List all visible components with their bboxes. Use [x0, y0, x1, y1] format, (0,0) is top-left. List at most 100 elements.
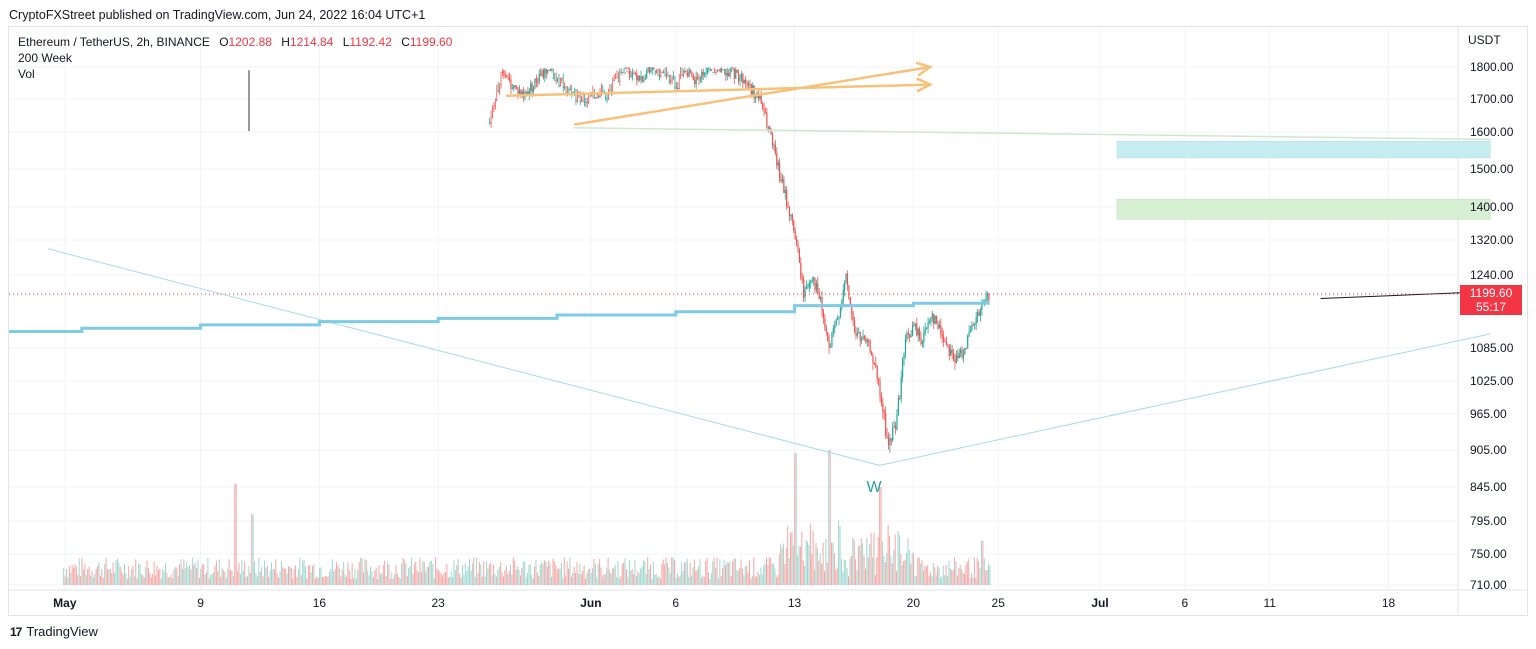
candle-body [674, 87, 676, 89]
volume-bar [510, 564, 512, 585]
volume-bar [64, 576, 66, 585]
triangle-upper-line [573, 65, 931, 126]
candle-body [968, 331, 970, 336]
legend-indicator-volume[interactable]: Vol [18, 67, 35, 81]
volume-bar [835, 569, 837, 585]
price-tick-label: 1025.00 [1470, 374, 1514, 388]
candle-body [849, 297, 851, 305]
volume-bar [536, 572, 538, 585]
candle-body [952, 352, 955, 360]
volume-bar [556, 569, 558, 585]
candle-body [620, 71, 622, 73]
volume-bar [512, 557, 514, 585]
volume-bar [282, 567, 284, 585]
volume-bar [470, 570, 472, 585]
volume-bar [948, 560, 950, 585]
volume-bar [106, 569, 108, 585]
candle-body [552, 78, 554, 80]
volume-bar [543, 560, 545, 585]
volume-bar [710, 572, 712, 585]
supply-zone-lower [1116, 199, 1491, 220]
volume-bar [490, 562, 492, 585]
candle-body [730, 67, 733, 69]
volume-bar [108, 569, 110, 585]
candle-body [950, 349, 952, 356]
volume-bar [972, 577, 974, 585]
volume-bar [259, 571, 261, 585]
volume-bar [73, 568, 75, 585]
volume-bar [596, 577, 598, 585]
volume-bar [740, 559, 742, 585]
candle-body [790, 214, 792, 217]
candle-body [807, 286, 809, 288]
volume-bar [907, 537, 909, 585]
candle-body [969, 329, 972, 332]
volume-bar [879, 487, 881, 585]
chart-frame[interactable] [8, 26, 1528, 616]
candle-body [671, 79, 673, 81]
tradingview-footer[interactable]: 17 TradingView [10, 624, 98, 639]
volume-bar [952, 570, 954, 585]
candle-body [777, 162, 779, 166]
volume-bar [447, 577, 449, 585]
volume-bar [797, 555, 799, 585]
candle-body [974, 324, 976, 326]
candle-body [709, 69, 711, 71]
volume-bar [958, 568, 960, 585]
candle-body [735, 70, 737, 79]
symbol-label[interactable]: Ethereum / TetherUS, 2h, BINANCE [18, 35, 210, 49]
candle-body [685, 70, 687, 73]
candle-body [704, 73, 706, 76]
candle-body [654, 71, 656, 73]
candle-body [851, 304, 853, 315]
volume-bar [525, 576, 527, 585]
candle-body [728, 72, 730, 77]
volume-bar [167, 577, 169, 585]
price-tick-label: 1800.00 [1470, 60, 1514, 74]
candle-body [914, 323, 916, 326]
volume-bar [573, 567, 575, 585]
candle-body [528, 90, 530, 96]
volume-bar [818, 560, 820, 585]
volume-bar [204, 574, 206, 585]
volume-bar [452, 577, 454, 585]
volume-bar [85, 575, 87, 585]
volume-bar [528, 564, 530, 585]
volume-bar [95, 568, 97, 585]
volume-bar [357, 569, 359, 585]
volume-bar [534, 566, 536, 585]
volume-bar [719, 558, 721, 585]
candle-body [514, 85, 516, 87]
volume-bar [177, 576, 179, 585]
volume-bar [453, 560, 455, 585]
volume-bar [881, 541, 883, 585]
candle-body [916, 323, 918, 336]
volume-bar [215, 560, 217, 585]
candle-body [786, 190, 788, 207]
volume-bar [361, 558, 363, 585]
volume-bar [494, 574, 496, 585]
candle-body [822, 310, 825, 319]
volume-bar [283, 568, 285, 585]
price-tick-label: 795.00 [1470, 514, 1507, 528]
volume-bar [289, 566, 291, 585]
volume-bar [412, 573, 414, 585]
volume-bar [128, 566, 130, 585]
volume-bar [249, 572, 251, 585]
volume-bar [389, 578, 391, 585]
volume-bar [751, 575, 753, 585]
legend-indicator-ma[interactable]: 200 Week [18, 51, 72, 65]
volume-bar [118, 562, 120, 585]
volume-bar [703, 576, 705, 585]
candle-body [530, 83, 532, 91]
candle-body [810, 282, 812, 284]
candle-body [749, 83, 751, 85]
volume-bar [692, 567, 694, 585]
volume-bar [198, 577, 200, 585]
candle-body [824, 318, 826, 328]
volume-bar [478, 561, 480, 585]
candle-body [640, 76, 642, 81]
volume-bar [381, 573, 383, 585]
volume-bar [805, 540, 807, 585]
